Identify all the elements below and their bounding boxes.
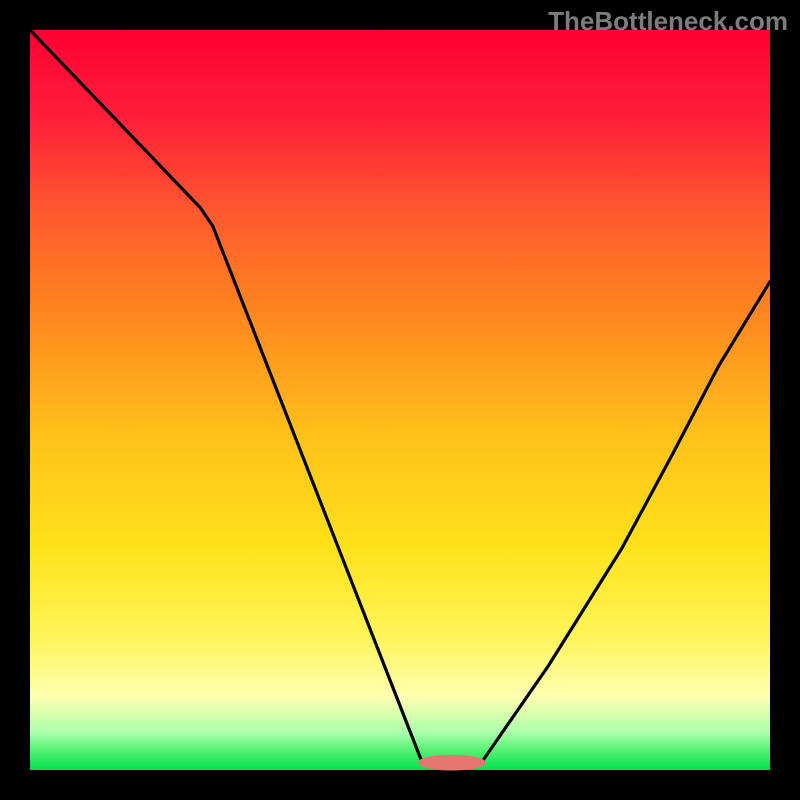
bottleneck-plot — [0, 0, 800, 800]
plot-background — [30, 30, 770, 770]
optimal-marker — [419, 755, 486, 770]
chart-stage: TheBottleneck.com — [0, 0, 800, 800]
watermark-text: TheBottleneck.com — [548, 6, 788, 37]
